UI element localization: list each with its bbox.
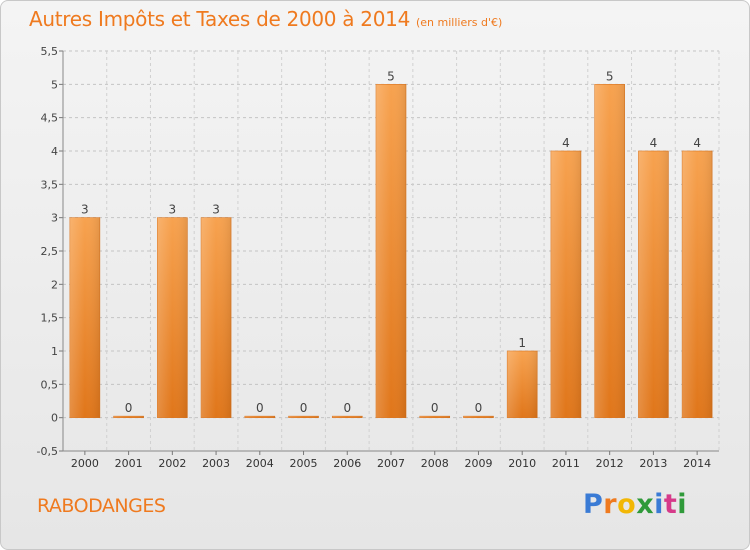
y-tick-label: 2 — [51, 278, 58, 291]
x-tick-label-2002: 2002 — [158, 457, 186, 470]
data-label-2013: 4 — [650, 136, 658, 150]
x-tick-label-2013: 2013 — [639, 457, 667, 470]
axis-layer: -0,5 0 0,5 1 1,5 2 2,5 3 3,5 4 4,5 5 5,5 2000 2001 2002… — [37, 45, 719, 470]
bar-shade-2000 — [69, 217, 100, 418]
chart-title: Autres Impôts et Taxes de 2000 à 2014 (en… — [29, 7, 502, 31]
data-label-2000: 3 — [81, 203, 89, 217]
y-tick-label: 1 — [51, 345, 58, 358]
brand-letter: t — [663, 489, 678, 520]
x-tick-label-2009: 2009 — [464, 457, 492, 470]
bar-shade-2013 — [638, 151, 669, 418]
data-label-2008: 0 — [431, 401, 439, 415]
brand-letter: i — [677, 489, 688, 520]
x-tick-label-2003: 2003 — [202, 457, 230, 470]
bar-shade-2008 — [419, 416, 450, 418]
bar-shade-2011 — [550, 151, 581, 418]
data-label-2001: 0 — [125, 401, 133, 415]
x-tick-label-2004: 2004 — [246, 457, 274, 470]
x-tick-label-2006: 2006 — [333, 457, 361, 470]
bar-shade-2010 — [507, 351, 538, 418]
bar-shade-2005 — [288, 416, 319, 418]
data-label-2005: 0 — [300, 401, 308, 415]
bar-shade-2007 — [376, 84, 406, 418]
y-tick-label: 1,5 — [41, 312, 59, 325]
y-tick-label: -0,5 — [37, 445, 58, 458]
brand-letter: P — [583, 489, 604, 520]
data-label-2006: 0 — [343, 401, 351, 415]
brand-letter: x — [636, 489, 655, 520]
bars-layer: 3 0 3 3 0 0 0 5 0 0 1 4 5 4 4 — [69, 69, 713, 418]
data-label-2009: 0 — [475, 401, 483, 415]
y-tick-label: 0 — [51, 412, 58, 425]
bar-shade-2001 — [113, 416, 144, 418]
x-tick-label-2008: 2008 — [421, 457, 449, 470]
bar-shade-2003 — [201, 217, 232, 418]
y-tick-label: 5,5 — [41, 45, 59, 58]
data-label-2002: 3 — [169, 203, 177, 217]
data-label-2003: 3 — [212, 203, 220, 217]
bar-shade-2006 — [332, 416, 363, 418]
x-tick-label-2010: 2010 — [508, 457, 536, 470]
y-tick-label: 4,5 — [41, 112, 59, 125]
commune-name: RABODANGES — [37, 495, 166, 517]
y-tick-label: 3 — [51, 212, 58, 225]
data-label-2007: 5 — [387, 69, 395, 83]
data-label-2010: 1 — [518, 336, 526, 350]
bar-shade-2004 — [244, 416, 275, 418]
data-label-2011: 4 — [562, 136, 570, 150]
y-tick-label: 5 — [51, 78, 58, 91]
x-tick-label-2007: 2007 — [377, 457, 405, 470]
chart-unit-note: (en milliers d'€) — [416, 16, 503, 29]
bar-shade-2009 — [463, 416, 494, 418]
y-tick-label: 0,5 — [41, 378, 59, 391]
y-tick-label: 4 — [51, 145, 58, 158]
x-tick-label-2011: 2011 — [552, 457, 580, 470]
brand-logo: Proxiti — [583, 489, 687, 520]
x-tick-label-2005: 2005 — [290, 457, 318, 470]
y-tick-label: 3,5 — [41, 178, 59, 191]
brand-letter: r — [603, 489, 618, 520]
brand-letter: i — [654, 489, 664, 520]
bar-shade-2014 — [682, 151, 713, 418]
x-tick-label-2012: 2012 — [596, 457, 624, 470]
bar-shade-2002 — [157, 217, 188, 418]
chart-title-text: Autres Impôts et Taxes de 2000 à 2014 — [29, 7, 410, 31]
data-label-2004: 0 — [256, 401, 264, 415]
bar-shade-2012 — [594, 84, 625, 418]
x-tick-label-2014: 2014 — [683, 457, 711, 470]
x-tick-label-2001: 2001 — [115, 457, 143, 470]
data-label-2014: 4 — [693, 136, 701, 150]
data-label-2012: 5 — [606, 69, 614, 83]
brand-letter: o — [617, 489, 637, 520]
x-tick-label-2000: 2000 — [71, 457, 99, 470]
y-tick-label: 2,5 — [41, 245, 59, 258]
